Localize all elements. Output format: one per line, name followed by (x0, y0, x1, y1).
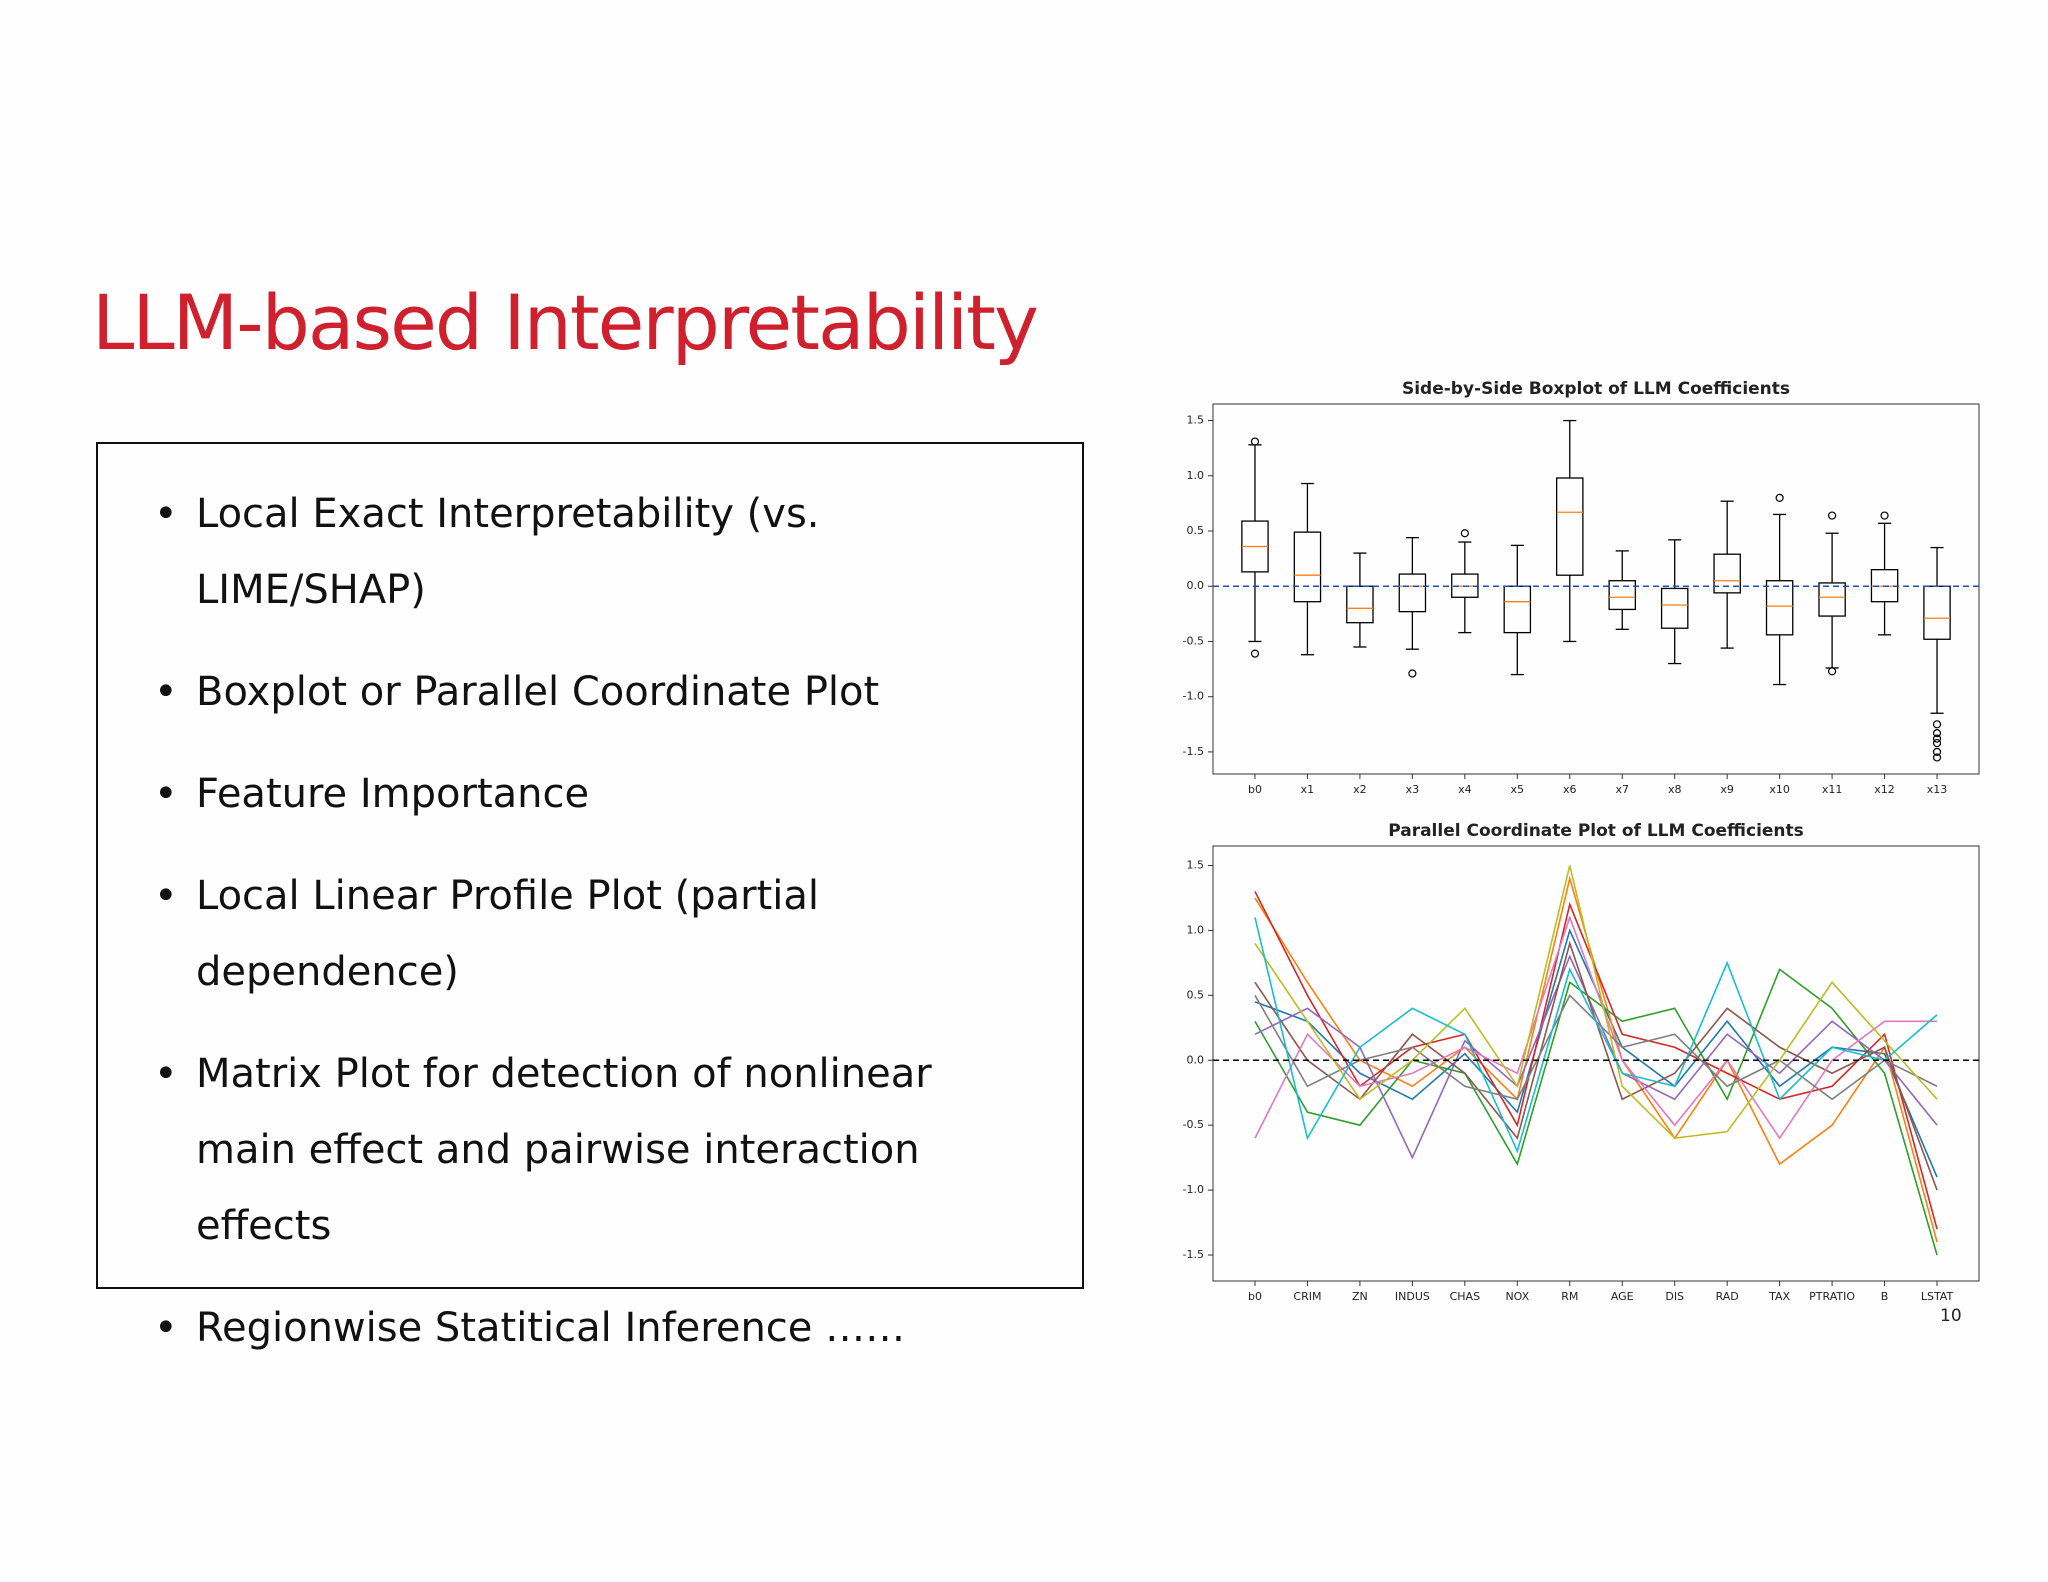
box (1293, 531, 1322, 603)
flier (1932, 729, 1942, 738)
flier (1250, 437, 1260, 446)
y-tick-label: 1.0 (1187, 469, 1205, 482)
y-tick-label: 0.5 (1187, 524, 1205, 537)
x-tick-label: x4 (1458, 783, 1472, 796)
x-tick-label: CHAS (1450, 1290, 1480, 1303)
x-tick-label: x8 (1668, 783, 1682, 796)
page-number: 10 (1940, 1306, 1962, 1326)
x-tick-label: RM (1561, 1290, 1578, 1303)
x-tick-label: PTRATIO (1809, 1290, 1855, 1303)
series-line (1254, 968, 1938, 1256)
flier (1932, 738, 1942, 748)
x-tick-label: x5 (1511, 783, 1525, 796)
x-tick-label: CRIM (1293, 1290, 1321, 1303)
plot-frame (1212, 845, 1980, 1282)
y-tick-label: 1.5 (1187, 414, 1205, 427)
y-tick-label: 0.0 (1187, 579, 1205, 592)
y-tick-label: -1.5 (1183, 1248, 1204, 1261)
box (1713, 553, 1741, 594)
x-tick-label: x11 (1822, 783, 1843, 796)
bullet-box: Local Exact Interpretability (vs. LIME/S… (96, 442, 1084, 1366)
box (1818, 582, 1846, 617)
flier (1932, 747, 1942, 757)
x-tick-label: DIS (1665, 1290, 1684, 1303)
y-tick-label: -0.5 (1183, 634, 1204, 647)
box (1346, 585, 1374, 624)
bullet: Boxplot or Parallel Coordinate Plot (154, 654, 1014, 730)
bullet: Local Exact Interpretability (vs. LIME/S… (154, 476, 1014, 628)
x-tick-label: RAD (1716, 1290, 1739, 1303)
x-tick-label: x1 (1301, 783, 1315, 796)
x-tick-label: x13 (1927, 783, 1948, 796)
bullet: Feature Importance (154, 756, 1014, 832)
series-line (1254, 954, 1938, 1160)
bullet: Regionwise Statitical Inference …… (154, 1290, 1014, 1366)
bullet: Matrix Plot for detection of nonlinear m… (154, 1036, 1014, 1264)
y-tick-label: 1.5 (1187, 858, 1205, 871)
plot-frame (1212, 403, 1980, 775)
flier (1250, 649, 1260, 658)
bullet: Local Linear Profile Plot (partial depen… (154, 858, 1014, 1010)
y-tick-label: 0.0 (1187, 1053, 1205, 1066)
series-line (1254, 915, 1938, 1140)
bullet-list: Local Exact Interpretability (vs. LIME/S… (154, 476, 1014, 1392)
chart-title: Parallel Coordinate Plot of LLM Coeffici… (1388, 821, 1804, 841)
box (1765, 580, 1794, 636)
flier (1880, 511, 1889, 520)
flier (1932, 734, 1942, 743)
x-tick-label: x7 (1615, 783, 1629, 796)
box (1923, 585, 1951, 640)
box (1556, 477, 1584, 576)
series-line (1254, 865, 1938, 1140)
series-line (1254, 940, 1938, 1191)
x-tick-label: x12 (1874, 783, 1895, 796)
x-tick-label: NOX (1505, 1290, 1529, 1303)
x-tick-label: AGE (1611, 1290, 1634, 1303)
series-line (1254, 891, 1938, 1230)
x-tick-label: x2 (1353, 783, 1367, 796)
y-tick-label: 1.0 (1187, 923, 1205, 936)
x-tick-label: TAX (1768, 1290, 1790, 1303)
flier (1775, 493, 1784, 502)
box (1660, 587, 1689, 629)
chart-title: Side-by-Side Boxplot of LLM Coefficients (1402, 379, 1790, 399)
y-tick-label: -1.0 (1183, 1183, 1204, 1196)
y-tick-label: -1.5 (1183, 745, 1204, 758)
x-tick-label: x10 (1769, 783, 1790, 796)
series-line (1254, 917, 1938, 1154)
slide-title: LLM-based Interpretability (92, 278, 1039, 367)
y-tick-label: -0.5 (1183, 1118, 1204, 1131)
box (1398, 573, 1427, 613)
x-tick-label: b0 (1248, 783, 1262, 796)
flier (1932, 753, 1942, 762)
x-tick-label: B (1881, 1290, 1889, 1303)
box (1608, 580, 1636, 611)
x-tick-label: ZN (1352, 1290, 1368, 1303)
x-tick-label: x6 (1563, 783, 1577, 796)
flier (1827, 511, 1837, 520)
flier (1460, 529, 1469, 538)
y-tick-label: -1.0 (1183, 690, 1204, 703)
x-tick-label: INDUS (1395, 1290, 1430, 1303)
y-tick-label: 0.5 (1187, 988, 1205, 1001)
flier (1827, 667, 1837, 676)
flier (1932, 720, 1942, 729)
x-tick-label: x3 (1406, 783, 1420, 796)
x-tick-label: b0 (1248, 1290, 1262, 1303)
x-tick-label: x9 (1720, 783, 1734, 796)
flier (1408, 669, 1417, 678)
box (1503, 585, 1532, 634)
x-tick-label: LSTAT (1921, 1290, 1954, 1303)
